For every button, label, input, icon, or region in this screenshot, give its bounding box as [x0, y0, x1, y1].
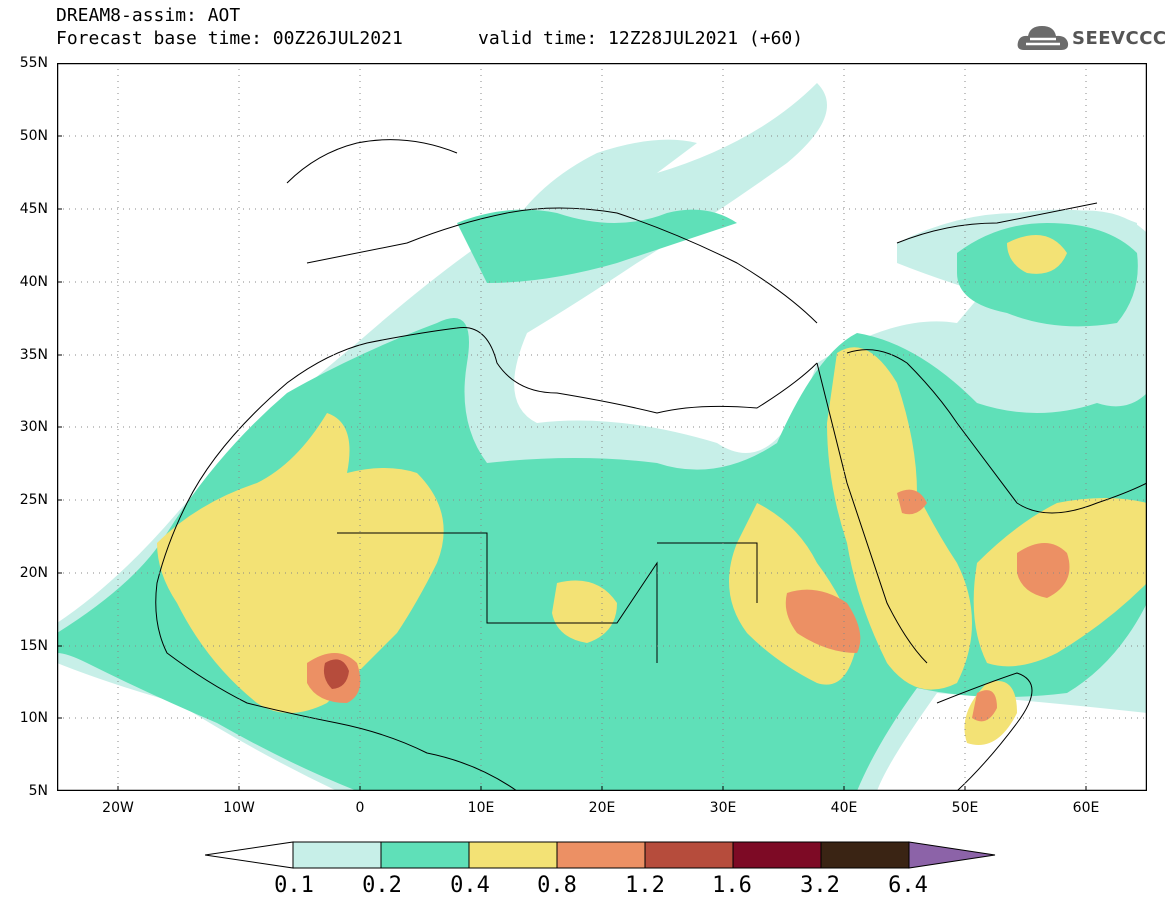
colorbar-segment: [644, 841, 734, 869]
lat-label: 40N: [19, 274, 48, 290]
lon-label: 20E: [588, 800, 616, 816]
lat-label: 35N: [19, 347, 48, 363]
lat-label: 5N: [28, 783, 48, 799]
colorbar-min-arrow: [205, 841, 294, 869]
lat-label: 10N: [19, 710, 48, 726]
colorbar-tick-label: 0.1: [274, 873, 314, 898]
lon-label: 40E: [830, 800, 858, 816]
lon-label: 10E: [467, 800, 495, 816]
aot-map: [57, 63, 1147, 791]
title-line-1: DREAM8-assim: AOT: [56, 5, 241, 26]
lon-label: 50E: [951, 800, 979, 816]
forecast-base-time: Forecast base time: 00Z26JUL2021: [56, 28, 403, 49]
lon-label: 20W: [102, 800, 134, 816]
lat-label: 30N: [19, 419, 48, 435]
colorbar-tick-label: 6.4: [888, 873, 928, 898]
lon-label: 30E: [709, 800, 737, 816]
seevccc-logo: SEEVCCC: [1016, 22, 1165, 56]
valid-time: valid time: 12Z28JUL2021 (+60): [478, 28, 804, 49]
colorbar-tick-label: 3.2: [800, 873, 840, 898]
lat-label: 20N: [19, 565, 48, 581]
colorbar-tick-label: 1.2: [625, 873, 665, 898]
colorbar-tick-label: 0.8: [537, 873, 577, 898]
cloud-icon: [1017, 26, 1069, 50]
colorbar-segment: [556, 841, 646, 869]
colorbar-segment: [380, 841, 470, 869]
aot-band-1.2: [323, 659, 349, 689]
lat-label: 50N: [19, 128, 48, 144]
lon-label: 60E: [1072, 800, 1100, 816]
aot-colorbar: [205, 841, 996, 869]
lon-label: 10W: [223, 800, 255, 816]
logo-text: SEEVCCC: [1072, 28, 1165, 49]
colorbar-segment: [468, 841, 558, 869]
lat-label: 15N: [19, 638, 48, 654]
lat-label: 55N: [19, 55, 48, 71]
colorbar-segment: [292, 841, 382, 869]
colorbar-tick-label: 0.4: [450, 873, 490, 898]
colorbar-segment: [732, 841, 822, 869]
coastlines: [155, 139, 1147, 791]
colorbar-tick-label: 1.6: [712, 873, 752, 898]
lat-label: 25N: [19, 492, 48, 508]
lon-label: 0: [355, 800, 365, 816]
colorbar-tick-label: 0.2: [362, 873, 402, 898]
colorbar-segment: [820, 841, 910, 869]
lat-label: 45N: [19, 201, 48, 217]
colorbar-max-arrow: [908, 841, 996, 869]
